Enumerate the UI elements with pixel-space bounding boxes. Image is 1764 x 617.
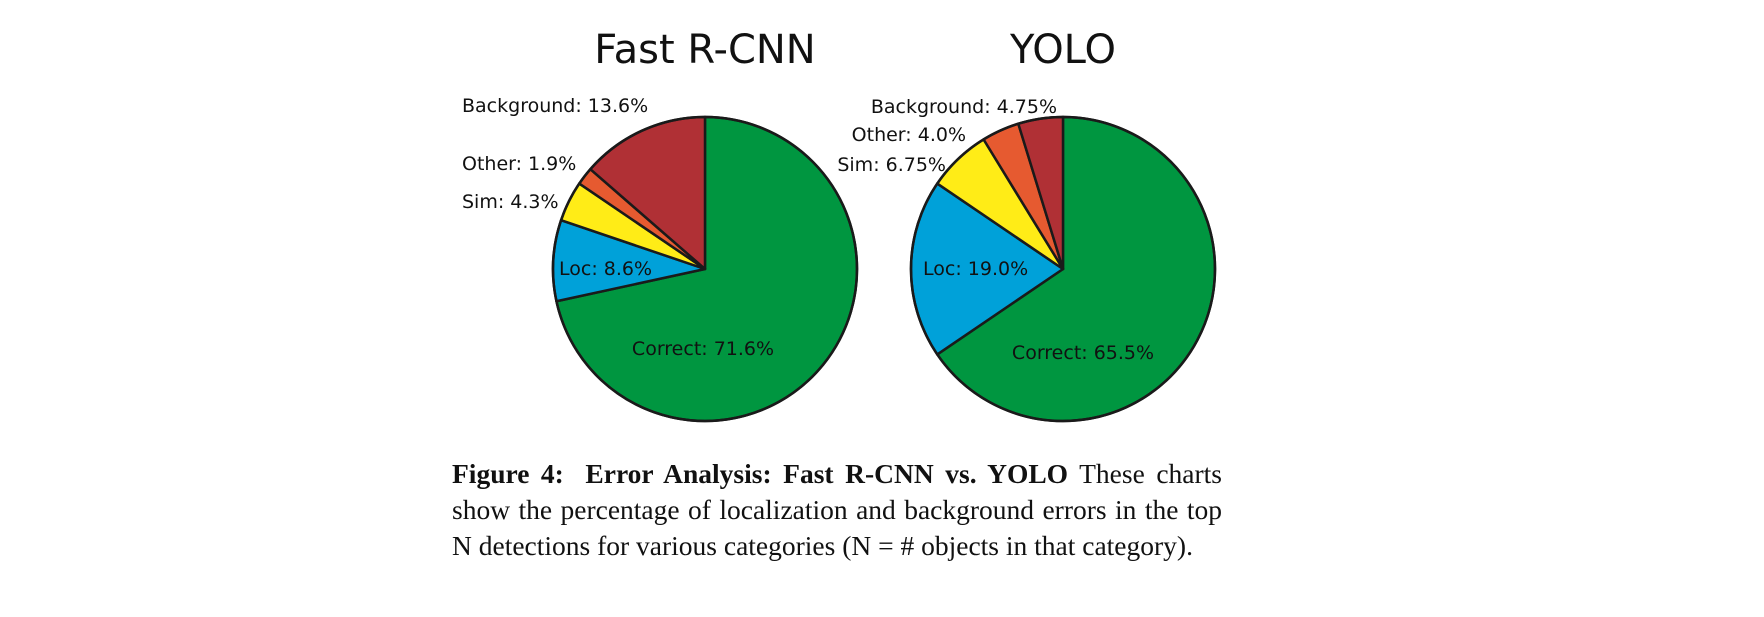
fast-r-cnn-pie-outline — [551, 115, 859, 423]
fast-r-cnn-label-loc: Loc: 8.6% — [559, 258, 652, 280]
figure-heading: Error Analysis: Fast R-CNN vs. YOLO — [585, 458, 1069, 489]
figure-label: Figure 4: — [452, 458, 564, 489]
fast-r-cnn-chart-title: Fast R-CNN — [594, 27, 815, 73]
fast-r-cnn-pie-chart: Fast R-CNN Correct: 71.6% Loc: 8.6% Sim: 4.… — [462, 27, 859, 423]
yolo-pie-chart: YOLO Correct: 65.5% Loc: 19.0% Sim: 6.75% Ot… — [837, 27, 1217, 423]
yolo-label-background: Background: 4.75% — [871, 96, 1057, 118]
figure-caption: Figure 4: Error Analysis: Fast R-CNN vs.… — [452, 456, 1222, 564]
fast-r-cnn-label-other: Other: 1.9% — [462, 153, 576, 175]
yolo-chart-title: YOLO — [1009, 27, 1116, 73]
error-analysis-charts: Fast R-CNN Correct: 71.6% Loc: 8.6% Sim: 4.… — [462, 27, 1217, 423]
yolo-label-sim: Sim: 6.75% — [837, 154, 946, 176]
fast-r-cnn-label-background: Background: 13.6% — [462, 95, 648, 117]
caption-body: These charts show the percentage of loca… — [452, 458, 1222, 561]
yolo-label-correct: Correct: 65.5% — [1012, 342, 1154, 364]
yolo-pie-outline — [909, 115, 1217, 423]
fast-r-cnn-label-sim: Sim: 4.3% — [462, 191, 559, 213]
yolo-label-other: Other: 4.0% — [852, 124, 966, 146]
fast-r-cnn-label-correct: Correct: 71.6% — [632, 338, 774, 360]
yolo-label-loc: Loc: 19.0% — [923, 258, 1028, 280]
